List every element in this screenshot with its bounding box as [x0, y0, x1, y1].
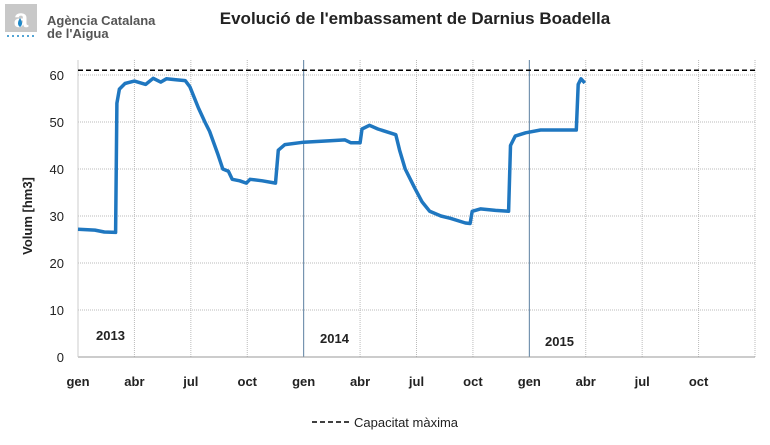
y-tick-label: 40 — [50, 162, 64, 177]
x-tick-label: jul — [182, 374, 198, 389]
x-tick-label: gen — [518, 374, 541, 389]
y-tick-label: 0 — [57, 350, 64, 365]
legend-label: Capacitat màxima — [354, 415, 459, 430]
y-tick-label: 50 — [50, 115, 64, 130]
year-label: 2015 — [545, 334, 574, 349]
y-tick-label: 20 — [50, 256, 64, 271]
x-tick-label: gen — [292, 374, 315, 389]
chart-title: Evolució de l'embassament de Darnius Boa… — [219, 9, 611, 28]
x-tick-label: gen — [66, 374, 89, 389]
x-tick-label: oct — [463, 374, 483, 389]
x-tick-label: abr — [576, 374, 596, 389]
x-tick-label: jul — [634, 374, 650, 389]
year-label: 2014 — [320, 331, 350, 346]
y-tick-label: 10 — [50, 303, 64, 318]
year-label: 2013 — [96, 328, 125, 343]
svg-text:a: a — [14, 4, 29, 33]
y-tick-label: 60 — [50, 68, 64, 83]
org-name: Agència Catalana de l'Aigua — [47, 14, 155, 40]
org-line1: Agència Catalana — [47, 13, 156, 28]
y-axis-label: Volum [hm3] — [20, 177, 35, 255]
x-tick-label: abr — [350, 374, 370, 389]
x-tick-label: jul — [408, 374, 424, 389]
aca-logo: a — [5, 4, 37, 37]
x-tick-label: oct — [689, 374, 709, 389]
org-line2: de l'Aigua — [47, 26, 109, 41]
series-line — [77, 76, 587, 235]
x-tick-label: abr — [124, 374, 144, 389]
y-tick-label: 30 — [50, 209, 64, 224]
x-tick-label: oct — [238, 374, 258, 389]
